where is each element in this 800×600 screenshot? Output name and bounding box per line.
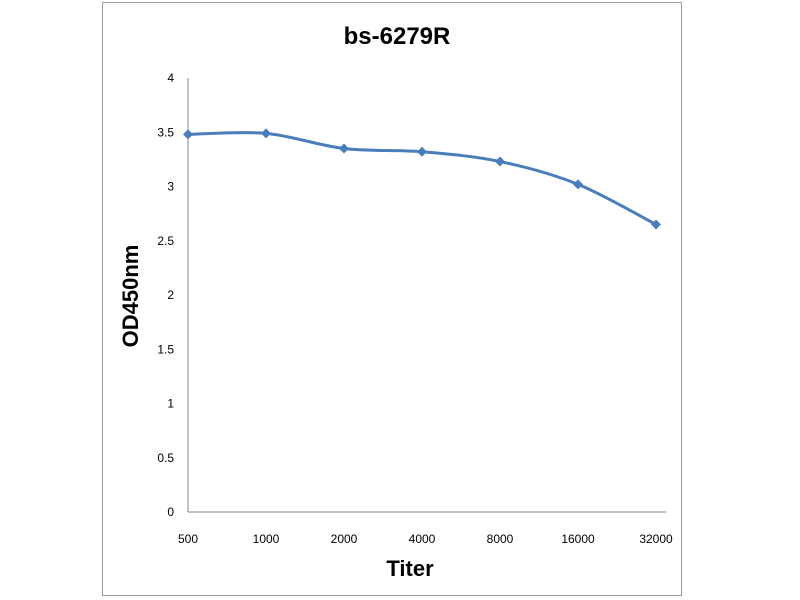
data-point (495, 156, 505, 167)
x-tick-label: 32000 (639, 532, 673, 546)
data-point (417, 146, 427, 157)
data-point (651, 219, 661, 230)
y-tick-label: 2.5 (157, 234, 174, 248)
x-axis-title: Titer (386, 556, 434, 581)
x-tick-label: 4000 (409, 532, 436, 546)
chart-frame (102, 2, 682, 596)
data-markers (183, 128, 661, 230)
y-tick-label: 3.5 (157, 125, 174, 139)
x-tick-label: 16000 (561, 532, 595, 546)
x-tick-label: 8000 (487, 532, 514, 546)
y-tick-label: 2 (167, 288, 174, 302)
data-point (261, 128, 271, 139)
y-tick-label: 4 (167, 71, 174, 85)
x-tick-labels: 500 1000 2000 4000 8000 16000 32000 (178, 532, 673, 546)
y-tick-label: 3 (167, 180, 174, 194)
y-tick-label: 1.5 (157, 342, 174, 356)
y-tick-label: 1 (167, 397, 174, 411)
y-tick-labels: 0 0.5 1 1.5 2 2.5 3 3.5 4 (157, 71, 174, 519)
x-tick-label: 500 (178, 532, 198, 546)
y-tick-label: 0 (167, 505, 174, 519)
x-tick-label: 1000 (253, 532, 280, 546)
y-tick-label: 0.5 (157, 451, 174, 465)
data-point (339, 143, 349, 154)
chart-title: bs-6279R (344, 23, 451, 50)
series-line (187, 131, 657, 226)
data-point (183, 129, 193, 140)
x-tick-label: 2000 (331, 532, 358, 546)
y-axis-title: OD450nm (118, 245, 143, 348)
data-point (573, 179, 583, 190)
